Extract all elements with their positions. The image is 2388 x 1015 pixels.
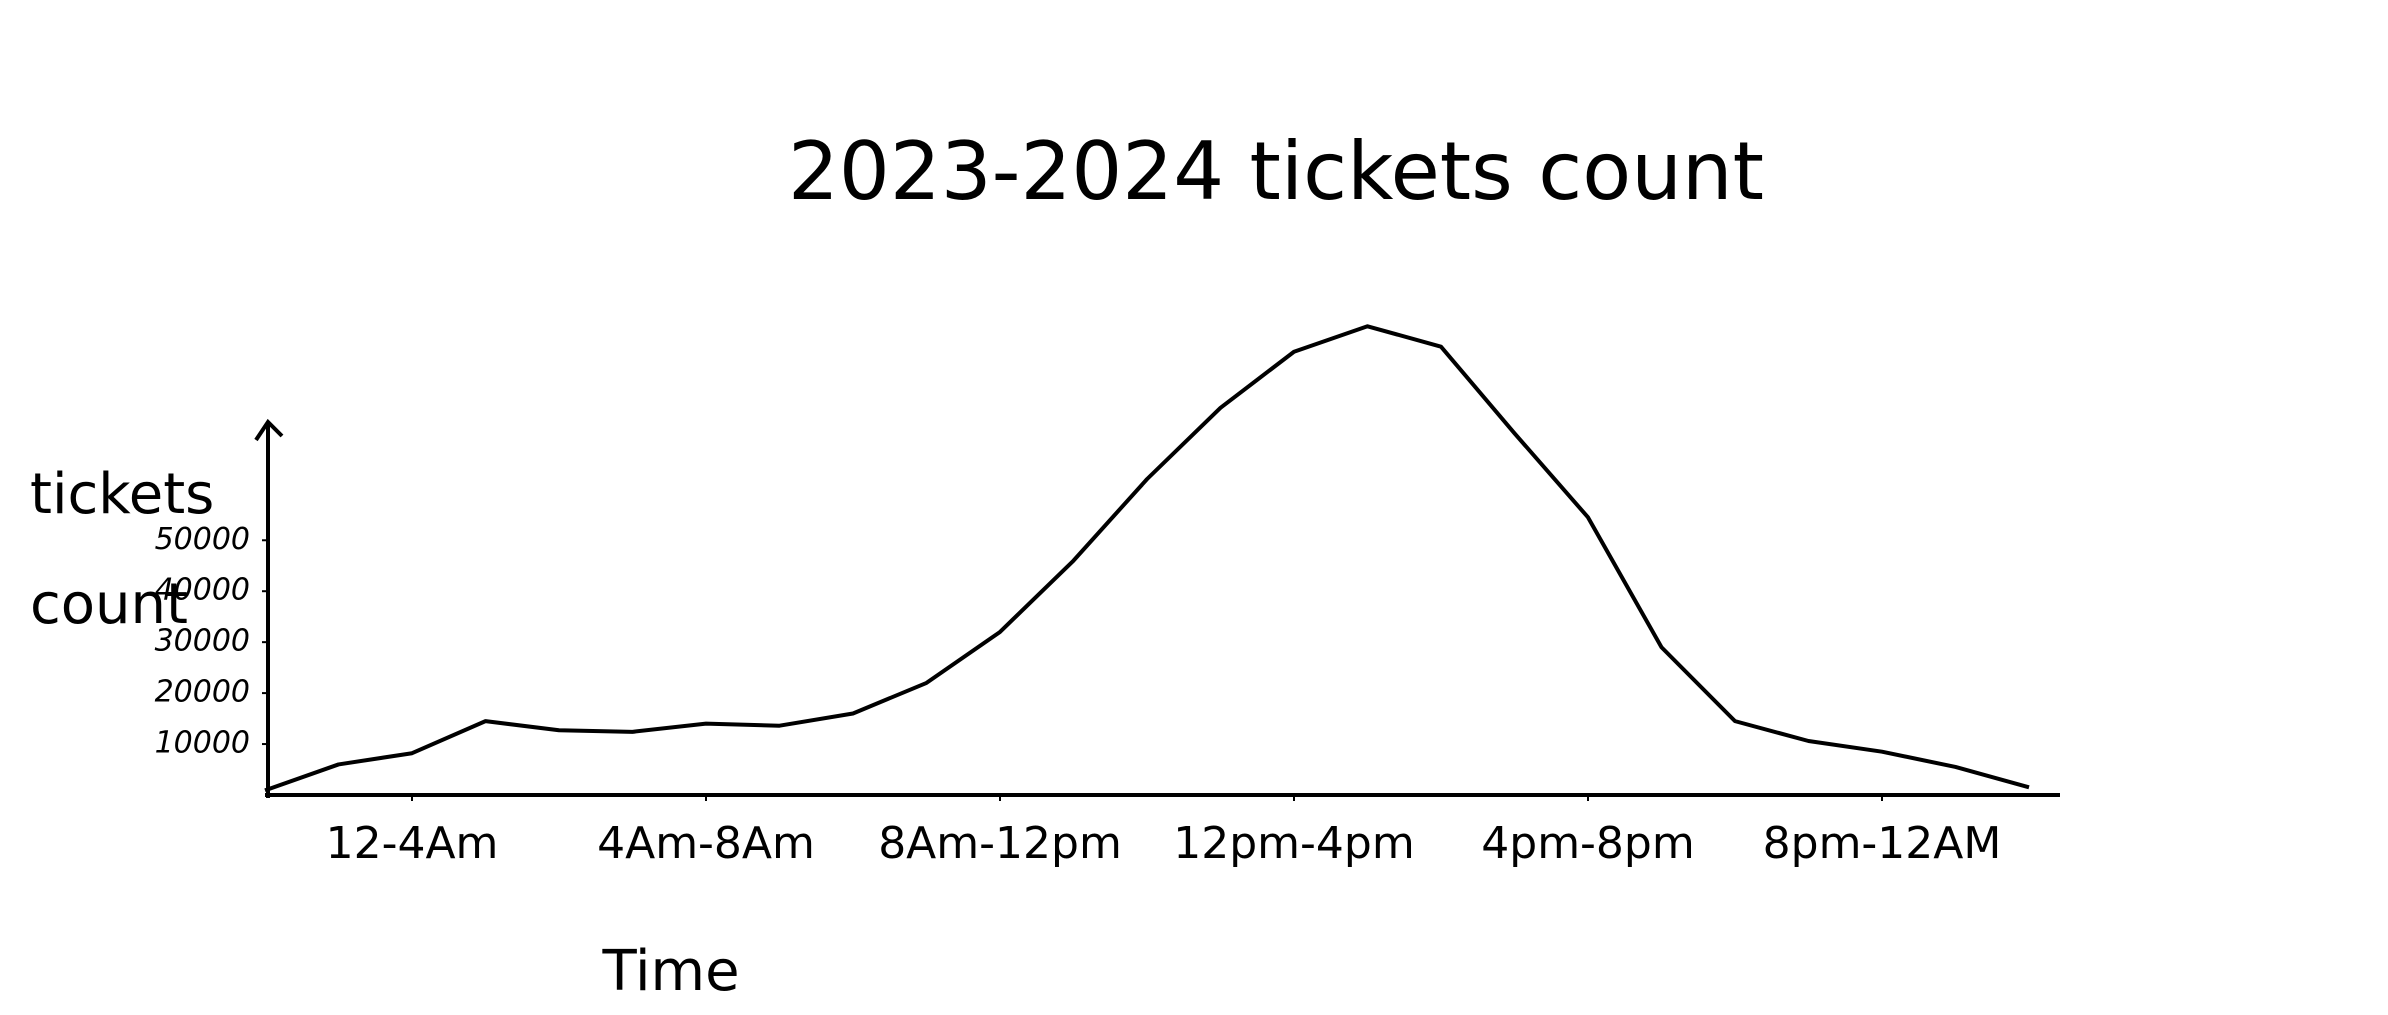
x-tick-label: 8pm-12AM — [1763, 818, 2002, 869]
y-axis-label: tickets count — [30, 462, 215, 637]
x-axis-label: Time — [601, 939, 739, 1004]
y-tick-label: 10000 — [155, 726, 250, 761]
chart-title: 2023-2024 tickets count — [788, 125, 1764, 218]
x-tick-label: 12pm-4pm — [1173, 818, 1414, 869]
y-tick-label: 20000 — [155, 675, 250, 710]
y-tick-label: 30000 — [155, 624, 250, 659]
x-tick-label: 8Am-12pm — [878, 818, 1122, 869]
y-tick-label: 40000 — [155, 573, 250, 608]
x-tick-label: 4Am-8Am — [597, 818, 815, 869]
x-tick-label: 12-4Am — [326, 818, 499, 869]
x-tick-label: 4pm-8pm — [1481, 818, 1694, 869]
data-line — [264, 324, 2030, 793]
y-tick-label: 50000 — [155, 522, 250, 557]
y-axis-arrow — [254, 418, 284, 442]
